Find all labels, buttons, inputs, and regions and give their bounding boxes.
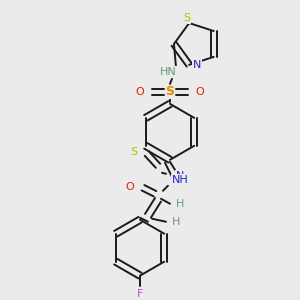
Text: N: N	[176, 171, 184, 181]
Text: O: O	[196, 87, 204, 97]
Text: HN: HN	[160, 67, 176, 77]
Text: S: S	[166, 85, 175, 98]
Text: S: S	[130, 147, 138, 157]
Text: O: O	[126, 182, 134, 192]
Text: S: S	[184, 13, 191, 23]
Text: N: N	[193, 60, 201, 70]
Text: H: H	[176, 199, 184, 209]
Text: H: H	[172, 217, 180, 227]
Text: F: F	[137, 289, 143, 298]
Text: NH: NH	[172, 175, 188, 185]
Text: O: O	[136, 87, 144, 97]
